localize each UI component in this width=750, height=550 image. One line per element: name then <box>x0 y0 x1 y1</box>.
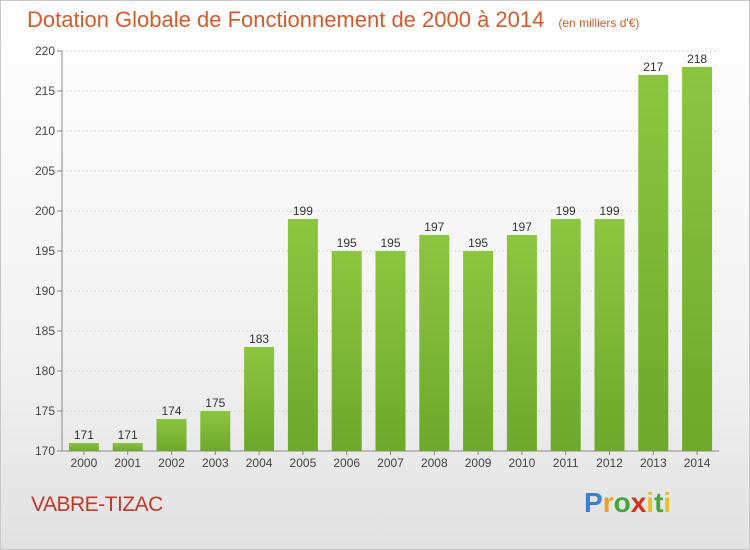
data-label: 175 <box>205 396 225 410</box>
data-label: 199 <box>599 204 619 218</box>
data-label: 171 <box>118 428 138 442</box>
y-tick-label: 175 <box>35 404 55 418</box>
bar <box>156 419 187 451</box>
data-label: 195 <box>380 236 400 250</box>
y-tick-label: 200 <box>35 204 55 218</box>
data-label: 217 <box>643 60 663 74</box>
proxiti-logo: Proxiti <box>584 487 671 519</box>
y-tick-label: 185 <box>35 324 55 338</box>
y-tick-label: 205 <box>35 164 55 178</box>
bar <box>638 75 669 451</box>
x-tick-label: 2008 <box>421 456 448 470</box>
x-tick-label: 2001 <box>114 456 141 470</box>
logo-letter: i <box>646 487 655 518</box>
bar <box>68 443 99 451</box>
x-tick-label: 2012 <box>596 456 623 470</box>
logo-letter: P <box>584 487 603 518</box>
chart-title: Dotation Globale de Fonctionnement de 20… <box>27 7 639 33</box>
x-tick-label: 2004 <box>246 456 273 470</box>
bar <box>331 251 362 451</box>
logo-letter: t <box>654 487 664 518</box>
data-label: 195 <box>468 236 488 250</box>
y-tick-label: 215 <box>35 84 55 98</box>
bar <box>200 411 231 451</box>
logo-letter: i <box>663 487 672 518</box>
bar <box>594 219 625 451</box>
data-label: 171 <box>74 428 94 442</box>
y-tick-label: 170 <box>35 444 55 458</box>
x-tick-label: 2010 <box>509 456 536 470</box>
logo-letter: o <box>613 487 631 518</box>
data-label: 199 <box>293 204 313 218</box>
bar <box>112 443 143 451</box>
y-tick-label: 210 <box>35 124 55 138</box>
data-label: 174 <box>161 404 181 418</box>
bar <box>375 251 406 451</box>
y-tick-label: 190 <box>35 284 55 298</box>
y-tick-label: 195 <box>35 244 55 258</box>
commune-name: VABRE-TIZAC <box>31 493 163 516</box>
bar <box>682 67 713 451</box>
x-tick-label: 2007 <box>377 456 404 470</box>
unit-note: (en milliers d'€) <box>558 16 640 30</box>
data-label: 199 <box>556 204 576 218</box>
x-tick-label: 2013 <box>640 456 667 470</box>
x-tick-label: 2003 <box>202 456 229 470</box>
data-label: 183 <box>249 332 269 346</box>
x-tick-label: 2009 <box>465 456 492 470</box>
x-tick-label: 2002 <box>158 456 185 470</box>
logo-letter: r <box>602 487 614 518</box>
bar <box>244 347 275 451</box>
x-tick-label: 2006 <box>333 456 360 470</box>
data-label: 197 <box>512 220 532 234</box>
bar <box>506 235 537 451</box>
x-tick-label: 2005 <box>290 456 317 470</box>
x-tick-label: 2011 <box>553 456 579 470</box>
data-label: 197 <box>424 220 444 234</box>
logo-letter: x <box>630 487 647 518</box>
y-tick-label: 220 <box>35 44 55 58</box>
bar <box>419 235 450 451</box>
data-label: 218 <box>687 52 707 66</box>
bar <box>287 219 318 451</box>
data-label: 195 <box>337 236 357 250</box>
x-tick-label: 2000 <box>71 456 98 470</box>
y-tick-label: 180 <box>35 364 55 378</box>
bar <box>550 219 581 451</box>
x-tick-label: 2014 <box>684 456 711 470</box>
chart-title-text: Dotation Globale de Fonctionnement de 20… <box>27 7 545 32</box>
bar <box>463 251 494 451</box>
